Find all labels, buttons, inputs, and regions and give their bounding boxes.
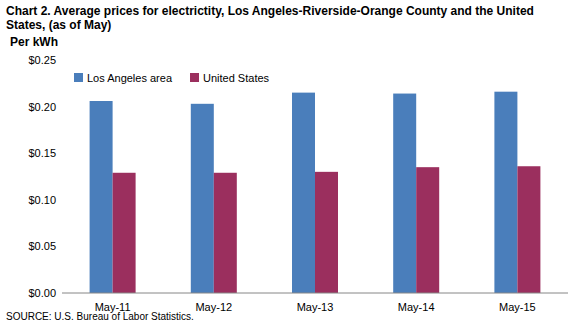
- bar: [315, 172, 338, 293]
- bar: [494, 92, 517, 293]
- y-tick-label: $0.00: [28, 287, 56, 299]
- x-tick-label: May-12: [195, 301, 232, 313]
- y-tick-label: $0.05: [28, 240, 56, 252]
- legend-swatch: [190, 73, 199, 82]
- bars: [90, 92, 541, 293]
- bar: [191, 104, 214, 293]
- bar: [393, 94, 416, 293]
- bar: [90, 101, 113, 293]
- y-axis-range: [62, 60, 63, 293]
- legend-swatch: [74, 73, 83, 82]
- y-tick-label: $0.10: [28, 194, 56, 206]
- bar: [113, 173, 136, 293]
- x-tick-label: May-13: [297, 301, 334, 313]
- x-tick-label: May-14: [398, 301, 435, 313]
- bar: [214, 173, 237, 293]
- legend-label: Los Angeles area: [87, 72, 173, 84]
- x-tick-label: May-15: [499, 301, 536, 313]
- bar: [517, 166, 540, 293]
- x-axis: [62, 293, 568, 294]
- legend-label: United States: [203, 72, 270, 84]
- y-axis-label: Per kWh: [10, 35, 58, 49]
- source: SOURCE: U.S. Bureau of Labor Statistics.: [6, 311, 194, 322]
- chart: Per kWh $0.00 $0.05 $0.10 $0.15 $0.20 $0.25 May…: [0, 0, 576, 324]
- y-tick-label: $0.15: [28, 147, 56, 159]
- y-tick-label: $0.25: [28, 54, 56, 66]
- title: Chart 2. Average prices for electrictity…: [6, 4, 566, 32]
- y-tick-label: $0.20: [28, 101, 56, 113]
- bar: [416, 167, 439, 293]
- bar: [292, 93, 315, 293]
